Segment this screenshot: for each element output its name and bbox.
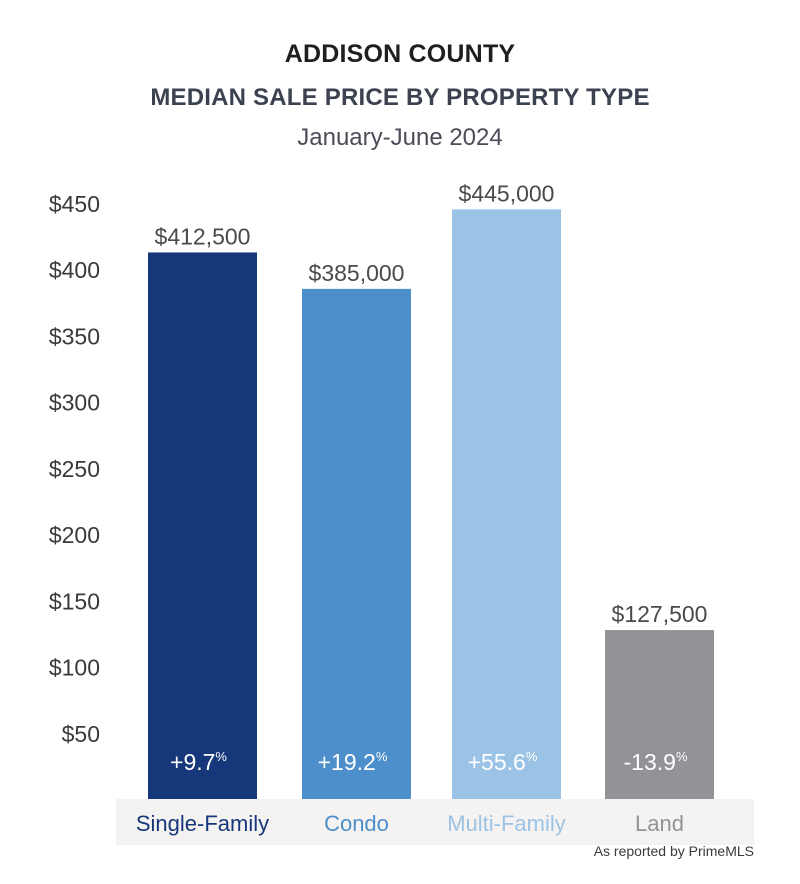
y-tick-label: $200 xyxy=(49,522,100,548)
bar-value-label: $412,500 xyxy=(155,223,251,249)
chart-title: ADDISON COUNTY xyxy=(284,40,516,68)
y-tick-label: $150 xyxy=(49,588,100,614)
y-tick-label: $250 xyxy=(49,456,100,482)
bar xyxy=(605,630,714,799)
change-percent-label: +19.2% xyxy=(318,749,388,775)
change-percent-label: +55.6% xyxy=(468,749,538,775)
bar-value-label: $127,500 xyxy=(612,601,708,627)
date-range-subtitle: January-June 2024 xyxy=(297,124,503,151)
category-label: Condo xyxy=(324,811,389,836)
bar xyxy=(452,209,561,799)
category-label: Single-Family xyxy=(136,811,269,836)
y-tick-label: $350 xyxy=(49,323,100,349)
category-label: Multi-Family xyxy=(447,811,566,836)
y-tick-label: $300 xyxy=(49,390,100,416)
change-percent-label: -13.9% xyxy=(624,749,688,775)
bar xyxy=(302,288,411,799)
bar-value-label: $385,000 xyxy=(309,260,405,286)
y-tick-label: $50 xyxy=(62,721,100,747)
y-tick-label: $450 xyxy=(49,191,100,217)
bar xyxy=(148,252,257,799)
change-percent-label: +9.7% xyxy=(170,749,227,775)
category-label-band xyxy=(116,799,754,845)
bar-value-label: $445,000 xyxy=(459,180,555,206)
category-label: Land xyxy=(635,811,684,836)
y-tick-label: $100 xyxy=(49,655,100,681)
y-tick-label: $400 xyxy=(49,257,100,283)
source-note: As reported by PrimeMLS xyxy=(593,843,754,859)
chart-subtitle-heading: MEDIAN SALE PRICE BY PROPERTY TYPE xyxy=(150,84,650,111)
